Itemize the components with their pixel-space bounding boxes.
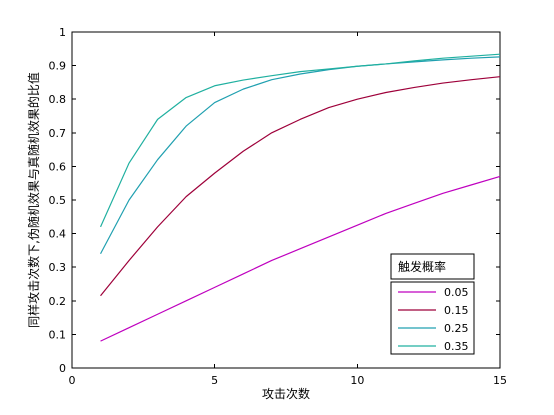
- y-tick-label: 0.7: [49, 127, 67, 140]
- series-lines: [99, 53, 501, 342]
- legend-label: 0.25: [444, 322, 469, 335]
- x-tick-label: 15: [493, 374, 507, 387]
- y-tick-label: 0.1: [49, 328, 67, 341]
- x-tick-label: 0: [69, 374, 76, 387]
- legend-label: 0.15: [444, 304, 469, 317]
- series-line-0-35: [99, 53, 501, 228]
- series-line-0-25: [100, 56, 501, 255]
- y-tick-label: 0.8: [49, 93, 67, 106]
- legend-box: [390, 281, 475, 355]
- y-tick-label: 0.9: [49, 60, 67, 73]
- series-line-0-15: [100, 76, 501, 297]
- legend: 触发概率 0.05 0.15 0.25 0.35: [390, 253, 475, 355]
- legend-label: 0.35: [444, 340, 469, 353]
- y-tick-label: 0: [59, 362, 66, 375]
- legend-items: 0.05 0.15 0.25 0.35: [398, 286, 469, 353]
- plot-area: 0 5 10 15 0 0.1 0.2 0.3 0.4 0.5 0.6 0.7 0.8 0.9 1: [49, 26, 508, 387]
- x-tick-label: 10: [350, 374, 364, 387]
- y-tick-label: 0.4: [49, 228, 67, 241]
- x-tick-label: 5: [211, 374, 218, 387]
- y-axis-ticks: 0 0.1 0.2 0.3 0.4 0.5 0.6 0.7 0.8 0.9 1: [49, 26, 500, 375]
- legend-title: 触发概率: [398, 259, 446, 274]
- series-line-0-05: [100, 175, 501, 342]
- legend-label: 0.05: [444, 286, 469, 299]
- y-tick-label: 0.6: [49, 160, 67, 173]
- y-axis-label: 同样攻击次数下,伪随机效果与真随机效果的比值: [26, 72, 41, 328]
- legend-title-box: [390, 253, 475, 280]
- x-axis-label: 攻击次数: [262, 386, 310, 401]
- y-tick-label: 1: [59, 26, 66, 39]
- x-axis-ticks: 0 5 10 15: [69, 32, 507, 387]
- y-tick-label: 0.5: [49, 194, 67, 207]
- y-tick-label: 0.2: [49, 295, 67, 308]
- y-tick-label: 0.3: [49, 261, 67, 274]
